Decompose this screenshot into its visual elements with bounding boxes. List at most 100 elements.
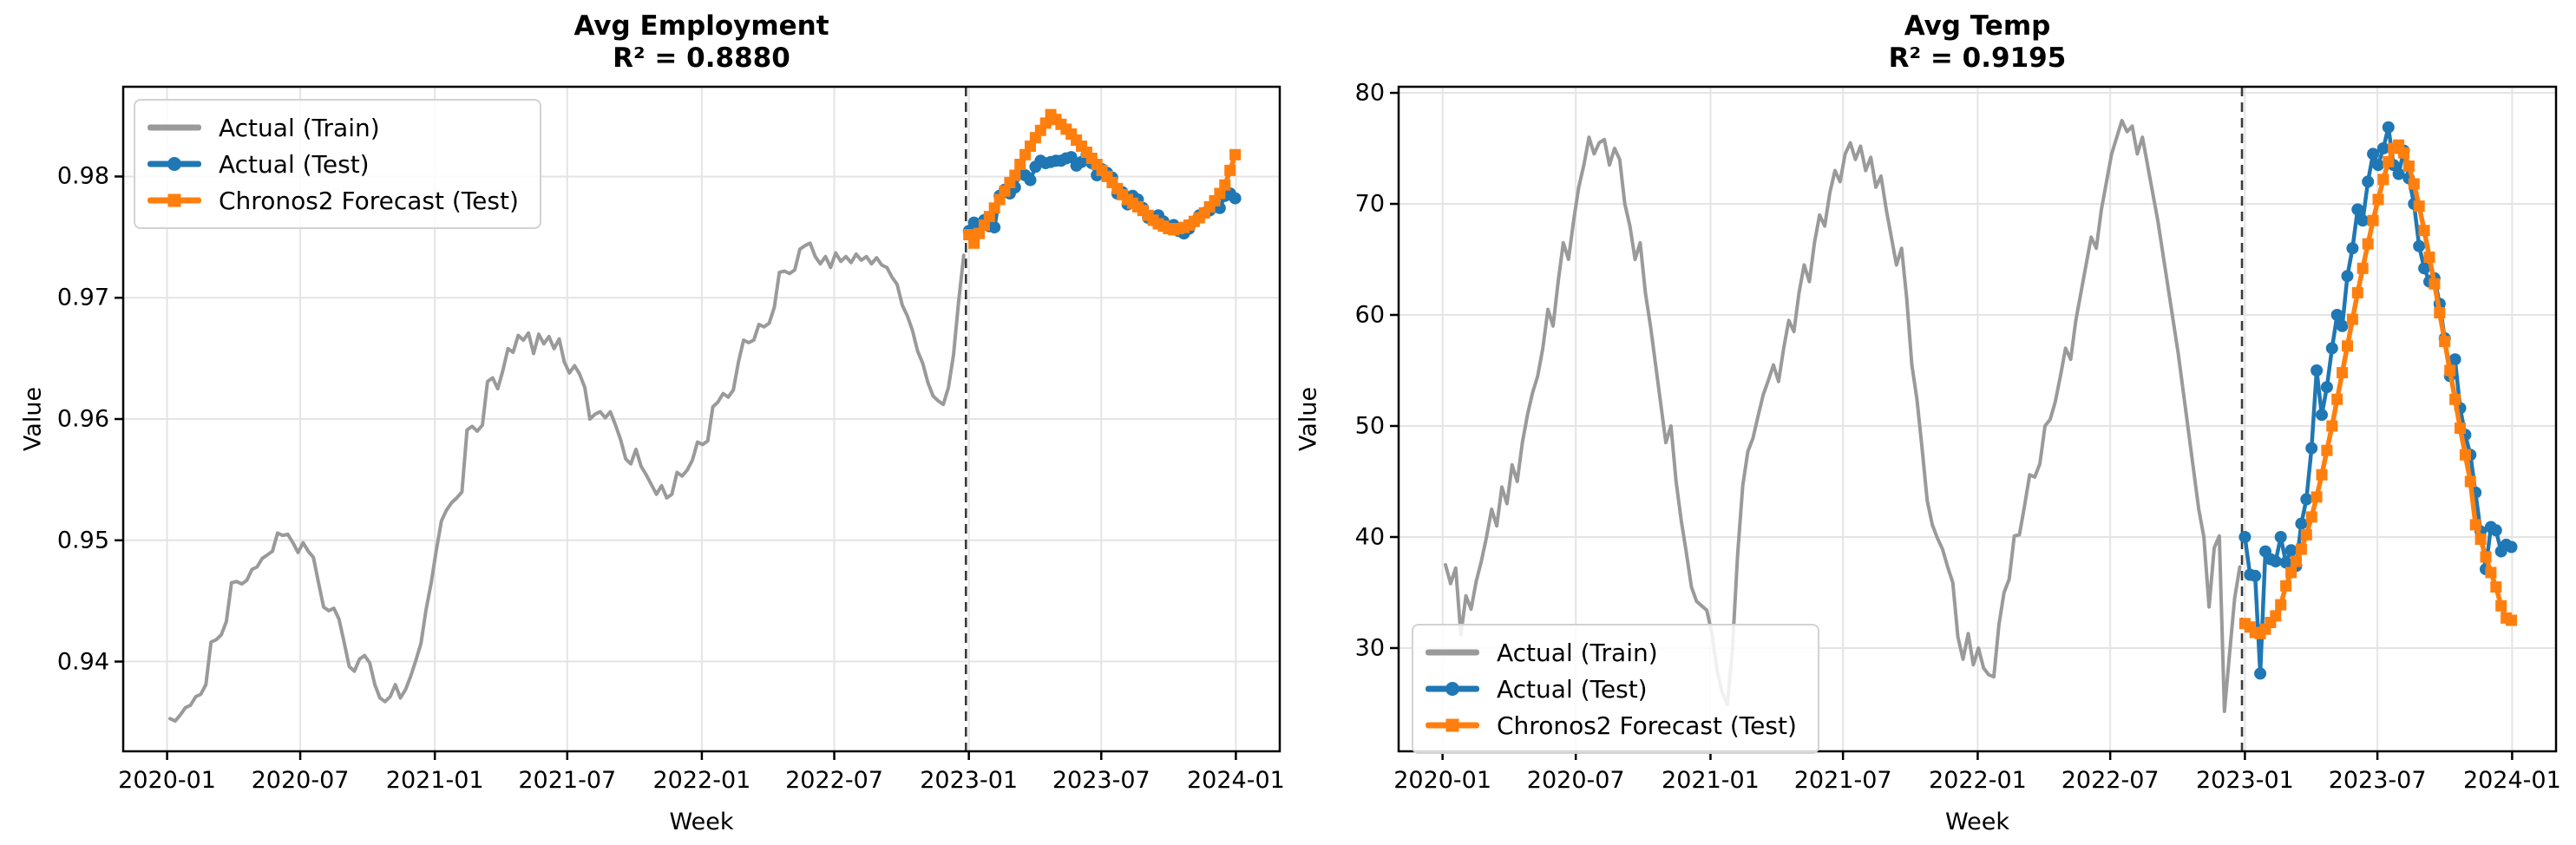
forecast-marker xyxy=(2291,555,2302,567)
legend-label: Chronos2 Forecast (Test) xyxy=(219,186,519,215)
forecast-marker xyxy=(2337,367,2349,379)
forecast-marker xyxy=(2346,313,2358,325)
forecast-marker xyxy=(1229,148,1242,160)
test-marker xyxy=(2249,569,2262,582)
test-marker xyxy=(2316,409,2328,422)
y-tick-label: 60 xyxy=(1354,301,1385,329)
legend-train-swatch xyxy=(147,109,201,146)
forecast-marker xyxy=(1214,187,1226,200)
y-axis-label: Value xyxy=(1295,386,1322,452)
legend-item-test: Actual (Test) xyxy=(1426,671,1797,707)
forecast-marker xyxy=(2455,422,2466,435)
y-tick-label: 0.95 xyxy=(56,527,109,554)
forecast-marker xyxy=(2356,262,2369,274)
forecast-marker xyxy=(2270,610,2282,622)
train-line xyxy=(168,241,966,724)
square-marker-icon xyxy=(167,193,181,207)
forecast-marker xyxy=(2459,449,2471,461)
y-tick-label: 80 xyxy=(1354,79,1385,107)
x-tick-label: 2021-01 xyxy=(385,767,484,794)
forecast-marker xyxy=(2398,147,2409,159)
forecast-marker xyxy=(2434,307,2446,318)
forecast-marker xyxy=(2305,511,2317,523)
test-marker xyxy=(1229,192,1242,205)
x-axis-label: Week xyxy=(669,809,734,835)
forecast-marker xyxy=(2506,614,2517,626)
forecast-marker xyxy=(2383,155,2395,167)
legend: Actual (Train) Actual (Test) Chronos2 Fore… xyxy=(1412,624,1819,754)
x-tick-label: 2022-07 xyxy=(2061,767,2160,794)
forecast-marker xyxy=(963,229,975,240)
legend-label: Chronos2 Forecast (Test) xyxy=(1497,711,1797,740)
test-marker xyxy=(2284,544,2297,557)
forecast-marker xyxy=(2413,200,2425,213)
forecast-marker xyxy=(2362,238,2374,250)
legend-forecast-swatch xyxy=(1426,707,1479,743)
x-tick-label: 2022-07 xyxy=(785,767,883,794)
test-marker xyxy=(2356,214,2370,227)
forecast-marker xyxy=(2326,420,2338,432)
forecast-marker xyxy=(2418,225,2430,237)
x-axis-label: Week xyxy=(1945,809,2009,835)
x-tick-label: 2021-01 xyxy=(1662,767,1760,794)
forecast-marker xyxy=(2444,364,2456,377)
forecast-marker xyxy=(2377,174,2389,186)
forecast-marker xyxy=(1014,159,1026,170)
forecast-marker xyxy=(968,237,980,249)
test-marker xyxy=(2346,242,2359,255)
train-line xyxy=(1444,119,2242,713)
forecast-marker xyxy=(2402,160,2415,172)
test-marker xyxy=(2413,239,2426,252)
forecast-marker xyxy=(999,185,1011,197)
test-marker xyxy=(2269,555,2282,568)
test-marker xyxy=(2336,319,2349,332)
forecast-marker xyxy=(2469,519,2481,531)
legend-train-swatch xyxy=(1426,634,1479,671)
x-tick-label: 2023-01 xyxy=(920,767,1019,794)
test-marker xyxy=(2279,556,2292,569)
forecast-marker xyxy=(2316,468,2328,481)
x-tick-label: 2021-07 xyxy=(518,767,617,794)
x-tick-label: 2020-01 xyxy=(118,767,216,794)
test-marker xyxy=(2300,493,2313,506)
forecast-marker xyxy=(2474,534,2487,545)
forecast-marker xyxy=(2485,567,2497,579)
forecast-marker xyxy=(1224,164,1236,176)
y-axis-label: Value xyxy=(19,386,47,452)
forecast-marker xyxy=(2480,551,2492,563)
test-marker xyxy=(2238,531,2252,543)
test-marker xyxy=(2367,147,2380,160)
x-tick-label: 2024-01 xyxy=(2462,767,2561,794)
chart-subtitle-r2: R² = 0.9195 xyxy=(1888,43,2067,74)
forecast-marker xyxy=(1019,148,1032,160)
forecast-marker xyxy=(2449,393,2461,405)
circle-marker-icon xyxy=(167,157,181,171)
forecast-marker xyxy=(2321,444,2333,456)
test-marker xyxy=(2320,381,2333,394)
forecast-marker xyxy=(1025,141,1036,152)
forecast-marker xyxy=(983,211,995,223)
legend-item-forecast: Chronos2 Forecast (Test) xyxy=(147,182,519,219)
x-tick-label: 2022-01 xyxy=(652,767,751,794)
test-marker xyxy=(2418,262,2431,275)
test-marker xyxy=(2295,517,2308,530)
legend-label: Actual (Test) xyxy=(219,149,370,179)
forecast-marker xyxy=(2367,214,2379,226)
test-marker xyxy=(2305,442,2318,455)
legend-item-forecast: Chronos2 Forecast (Test) xyxy=(1426,707,1797,743)
test-marker xyxy=(2274,531,2287,543)
forecast-marker xyxy=(2439,336,2451,348)
legend-label: Actual (Train) xyxy=(219,113,380,142)
square-marker-icon xyxy=(1445,718,1459,732)
y-tick-label: 0.98 xyxy=(56,162,109,190)
forecast-marker xyxy=(1039,117,1052,129)
y-tick-label: 40 xyxy=(1354,523,1385,551)
x-tick-label: 2023-07 xyxy=(1052,767,1150,794)
forecast-marker xyxy=(2495,599,2507,612)
y-tick-label: 0.97 xyxy=(56,284,109,311)
x-tick-label: 2020-07 xyxy=(251,767,350,794)
legend-item-train: Actual (Train) xyxy=(147,109,519,146)
forecast-marker xyxy=(2342,340,2353,352)
forecast-marker xyxy=(988,202,1000,214)
